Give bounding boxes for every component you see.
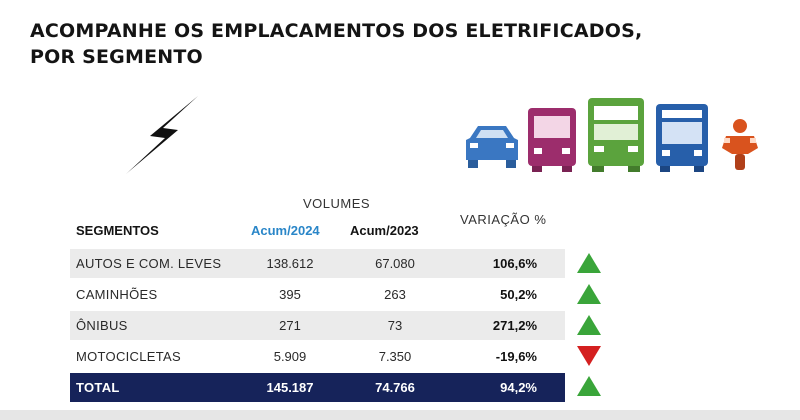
acum-2023-value: 7.350 — [378, 349, 412, 364]
acum-2024-value: 138.612 — [266, 256, 314, 271]
car-icon — [466, 126, 518, 168]
variation-value: 271,2% — [492, 318, 537, 333]
arrow-up-icon — [577, 376, 601, 396]
title-line-2: POR SEGMENTO — [30, 46, 203, 68]
truck-icon — [588, 98, 644, 172]
header-acum-2024: Acum/2024 — [251, 223, 320, 238]
total-acum-2023: 74.766 — [375, 380, 415, 395]
segment-name: MOTOCICLETAS — [76, 349, 181, 364]
table-row: CAMINHÕES 395 263 50,2% — [70, 280, 565, 309]
segment-name: CAMINHÕES — [76, 287, 158, 302]
variation-value: 50,2% — [500, 287, 537, 302]
segment-name: ÔNIBUS — [76, 318, 128, 333]
total-row: TOTAL 145.187 74.766 94,2% — [70, 373, 565, 402]
header-variation: VARIAÇÃO % — [460, 212, 547, 227]
acum-2024-value: 5.909 — [273, 349, 307, 364]
table-row: ÔNIBUS 271 73 271,2% — [70, 311, 565, 340]
motorcycle-icon — [722, 119, 758, 170]
acum-2024-value: 271 — [279, 318, 301, 333]
total-label: TOTAL — [76, 380, 120, 395]
arrow-up-icon — [577, 315, 601, 335]
title-line-1: ACOMPANHE OS EMPLACAMENTOS DOS ELETRIFIC… — [30, 20, 643, 42]
header-segments: SEGMENTOS — [76, 223, 159, 238]
acum-2023-value: 67.080 — [375, 256, 415, 271]
page-title: ACOMPANHE OS EMPLACAMENTOS DOS ELETRIFIC… — [30, 18, 730, 70]
vehicle-icons — [466, 98, 758, 172]
lightning-bolt-icon — [126, 96, 198, 174]
bottom-strip — [0, 410, 800, 420]
acum-2024-value: 395 — [279, 287, 301, 302]
table-row: MOTOCICLETAS 5.909 7.350 -19,6% — [70, 342, 565, 371]
arrow-up-icon — [577, 284, 601, 304]
volumes-label: VOLUMES — [303, 196, 371, 211]
total-acum-2024: 145.187 — [266, 380, 314, 395]
header-acum-2023: Acum/2023 — [350, 223, 419, 238]
variation-value: 106,6% — [492, 256, 537, 271]
acum-2023-value: 73 — [387, 318, 403, 333]
van-icon — [528, 108, 576, 172]
variation-value: -19,6% — [495, 349, 537, 364]
segment-name: AUTOS E COM. LEVES — [76, 256, 222, 271]
arrow-up-icon — [577, 253, 601, 273]
arrow-down-icon — [577, 346, 601, 366]
table-row: AUTOS E COM. LEVES 138.612 67.080 106,6% — [70, 249, 565, 278]
total-variation: 94,2% — [500, 380, 537, 395]
acum-2023-value: 263 — [384, 287, 406, 302]
bus-icon — [656, 104, 708, 172]
